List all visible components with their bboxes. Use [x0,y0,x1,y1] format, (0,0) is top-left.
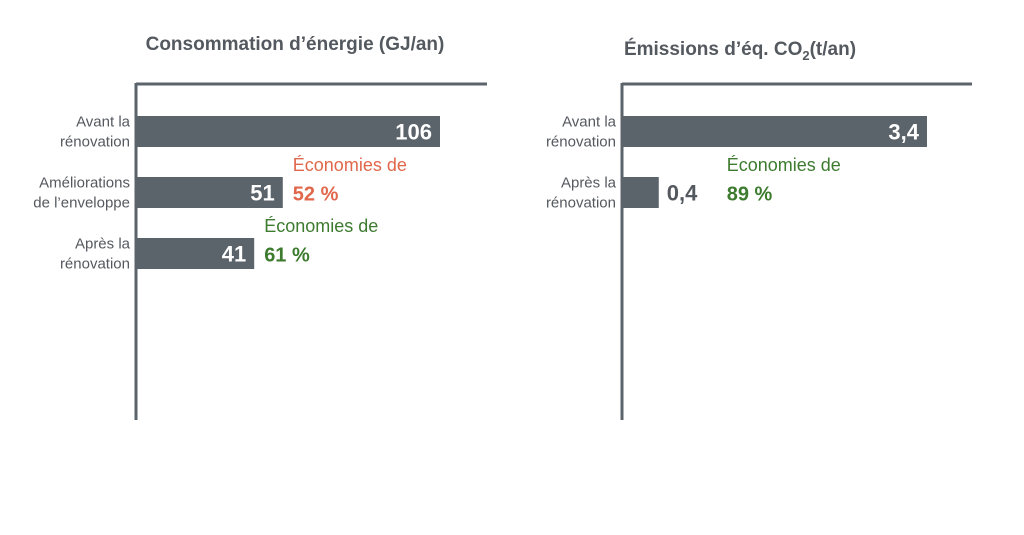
energy-category-label: rénovation [60,134,130,151]
energy-value-label: 41 [222,242,246,267]
energy-bar [137,238,255,269]
energy-category-label: Avant la [76,114,131,131]
energy-chart: Consommation d’énergie (GJ/an) Avant la r… [33,34,487,420]
energy-savings-label: Économies de [264,216,378,236]
energy-category-label: rénovation [60,256,130,273]
energy-savings-value: 61 % [264,245,310,267]
energy-bar [137,116,440,147]
energy-savings-label: Économies de [293,155,407,175]
emissions-savings-value: 89 % [727,184,773,206]
emissions-category-label: Après la [561,175,617,192]
emissions-value-label: 0,4 [667,181,698,206]
emissions-bar [623,177,659,208]
emissions-bar [623,116,927,147]
emissions-category-label: Avant la [562,114,617,131]
energy-bar [137,177,283,208]
emissions-savings-label: Économies de [727,155,841,175]
energy-category-label: Améliorations [39,175,130,192]
energy-value-label: 51 [250,181,274,206]
emissions-category-label: rénovation [546,195,616,212]
emissions-chart-title: Émissions d’éq. CO2(t/an) [624,38,856,63]
emissions-value-label: 3,4 [888,120,919,145]
energy-category-label: Après la [75,236,131,253]
energy-chart-title: Consommation d’énergie (GJ/an) [146,34,445,55]
energy-value-label: 106 [395,120,432,145]
energy-category-label: de l’enveloppe [33,195,130,212]
emissions-category-label: rénovation [546,134,616,151]
energy-savings-value: 52 % [293,184,339,206]
emissions-chart: Émissions d’éq. CO2(t/an) Avant la rénova… [546,38,972,420]
